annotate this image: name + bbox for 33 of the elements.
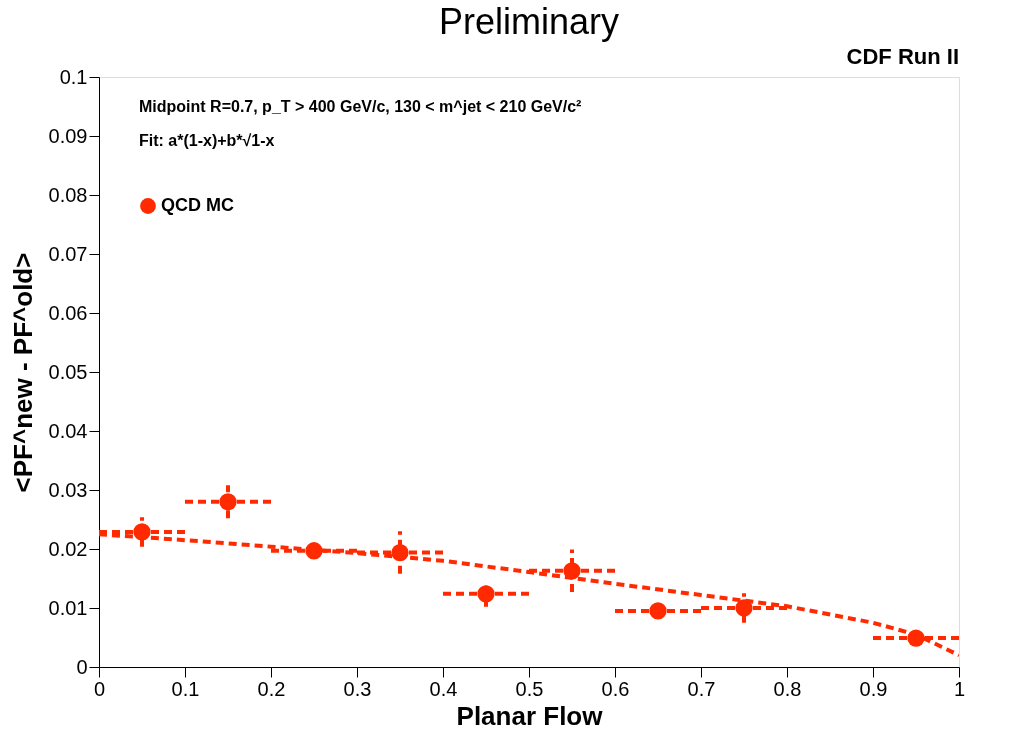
point <box>649 602 667 620</box>
y-tick-label: 0 <box>76 655 88 678</box>
annotation: Fit: a*(1-x)+b*√1-x <box>139 132 275 149</box>
x-tick-label: 0.4 <box>429 677 458 700</box>
y-tick-label: 0.07 <box>48 242 88 265</box>
y-tick-label: 0.01 <box>48 596 88 619</box>
y-tick-label: 0.06 <box>48 301 88 324</box>
x-tick-label: 0.2 <box>257 677 286 700</box>
x-tick-label: 0.8 <box>773 677 802 700</box>
x-tick-label: 0.5 <box>515 677 544 700</box>
y-tick-label: 0.09 <box>48 124 88 147</box>
point <box>477 585 495 603</box>
x-tick-label: 0 <box>93 677 106 700</box>
point <box>735 599 753 617</box>
chart-title: Preliminary <box>438 1 620 42</box>
x-tick-label: 0.3 <box>343 677 372 700</box>
x-tick-label: 0.7 <box>687 677 716 700</box>
y-tick-label: 0.08 <box>48 183 88 206</box>
y-axis-title: <PF^new - PF^old> <box>7 252 38 493</box>
y-tick-label: 0.04 <box>48 419 88 442</box>
y-tick-label: 0.03 <box>48 478 88 501</box>
y-tick-label: 0.1 <box>59 65 88 88</box>
y-tick-label: 0.05 <box>48 360 88 383</box>
y-tick-label: 0.02 <box>48 537 88 560</box>
x-tick-label: 0.9 <box>859 677 888 700</box>
x-axis-title: Planar Flow <box>456 700 604 731</box>
text: CDF Run II <box>846 44 959 69</box>
x-tick-label: 1 <box>953 677 966 700</box>
annotation: Midpoint R=0.7, p_T > 400 GeV/c, 130 < m^jet < 210 GeV/c² <box>139 98 582 115</box>
point <box>219 493 237 511</box>
x-tick-label: 0.1 <box>171 677 200 700</box>
legend-label: QCD MC <box>161 195 234 215</box>
x-tick-label: 0.6 <box>601 677 630 700</box>
